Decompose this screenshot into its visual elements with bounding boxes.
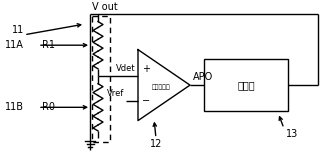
Text: APO: APO <box>193 72 213 82</box>
Text: 12: 12 <box>150 139 162 149</box>
Text: 11A: 11A <box>5 40 24 50</box>
Text: 11B: 11B <box>5 102 24 112</box>
Text: +: + <box>142 64 150 74</box>
Text: 11: 11 <box>12 25 24 35</box>
Text: 13: 13 <box>286 130 298 140</box>
Text: R0: R0 <box>42 102 55 112</box>
Bar <box>92 16 110 142</box>
Text: 电荷泵: 电荷泵 <box>237 80 255 90</box>
Text: Vdet: Vdet <box>116 64 136 73</box>
Text: V out: V out <box>92 2 118 12</box>
Text: Vref: Vref <box>107 89 124 98</box>
Text: 运算放大器: 运算放大器 <box>152 84 171 90</box>
Bar <box>204 60 288 111</box>
Text: −: − <box>142 96 150 106</box>
Text: R1: R1 <box>42 40 55 50</box>
